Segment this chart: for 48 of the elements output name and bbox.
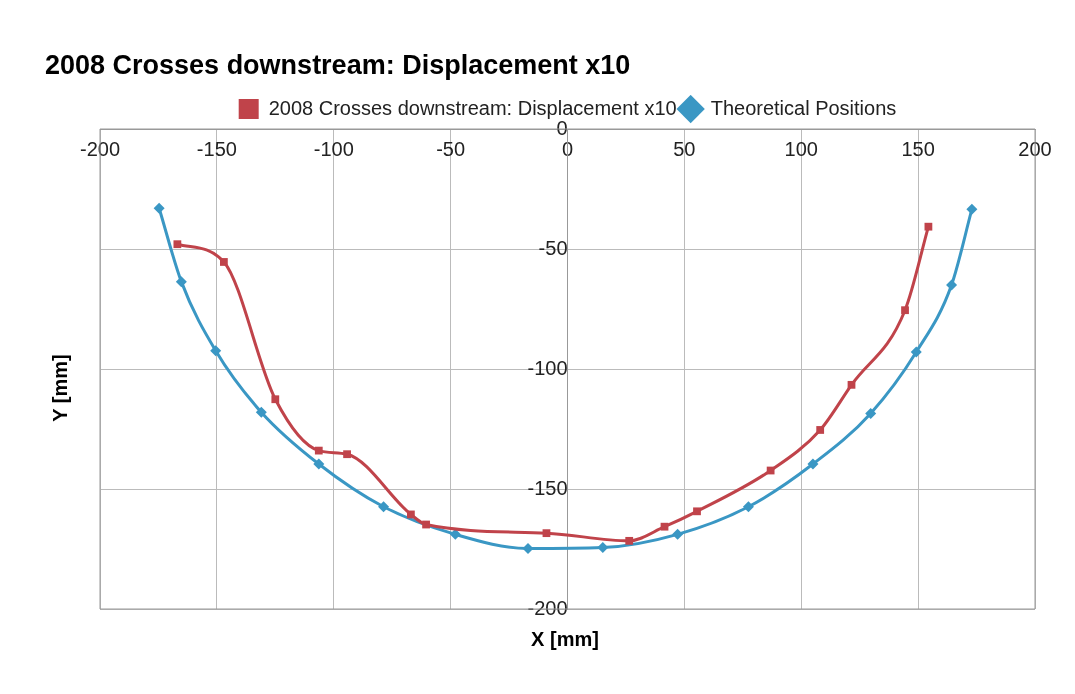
point	[910, 346, 922, 358]
x-tick-label: -200	[79, 137, 121, 160]
x-tick-label: 100	[784, 137, 818, 160]
x-tick-label: -100	[313, 137, 354, 160]
x-tick-label: -150	[196, 137, 237, 160]
point	[742, 501, 754, 513]
point	[175, 276, 187, 288]
point	[422, 520, 430, 529]
point	[255, 406, 267, 418]
x-tick-label: 200	[1018, 137, 1052, 160]
legend-label: 2008 Crosses downstream: Displacement x10	[268, 96, 677, 119]
point	[816, 426, 825, 434]
y-tick-label: -150	[527, 476, 568, 499]
point	[865, 407, 877, 419]
y-tick-label: -200	[527, 596, 568, 619]
point	[924, 222, 933, 231]
point	[672, 528, 684, 540]
point	[766, 466, 775, 475]
x-tick-label: -50	[436, 137, 466, 160]
point	[946, 279, 958, 291]
point	[343, 450, 351, 459]
x-tick-label: 150	[901, 137, 935, 160]
legend-label: Theoretical Positions	[710, 96, 897, 119]
y-tick-label: -100	[527, 356, 568, 379]
point	[901, 306, 909, 315]
point	[625, 536, 634, 545]
point	[542, 529, 551, 538]
point	[847, 380, 856, 389]
point	[220, 258, 228, 266]
point	[407, 510, 415, 519]
y-tick-label: -50	[538, 236, 568, 259]
x-tick-label: 50	[673, 137, 696, 160]
point	[660, 522, 669, 531]
point	[173, 240, 182, 249]
point	[966, 203, 978, 215]
y-axis-title: Y [mm]	[48, 354, 72, 422]
point	[693, 507, 701, 516]
point	[597, 542, 609, 554]
chart-title: 2008 Crosses downstream: Displacement x10	[45, 50, 631, 81]
point	[271, 395, 280, 404]
y-tick-label: 0	[556, 116, 568, 139]
point	[807, 458, 819, 470]
point	[210, 345, 222, 357]
point	[313, 458, 325, 470]
point	[378, 501, 390, 513]
point	[314, 446, 323, 455]
x-axis-title: X [mm]	[530, 628, 600, 651]
point	[153, 202, 165, 214]
